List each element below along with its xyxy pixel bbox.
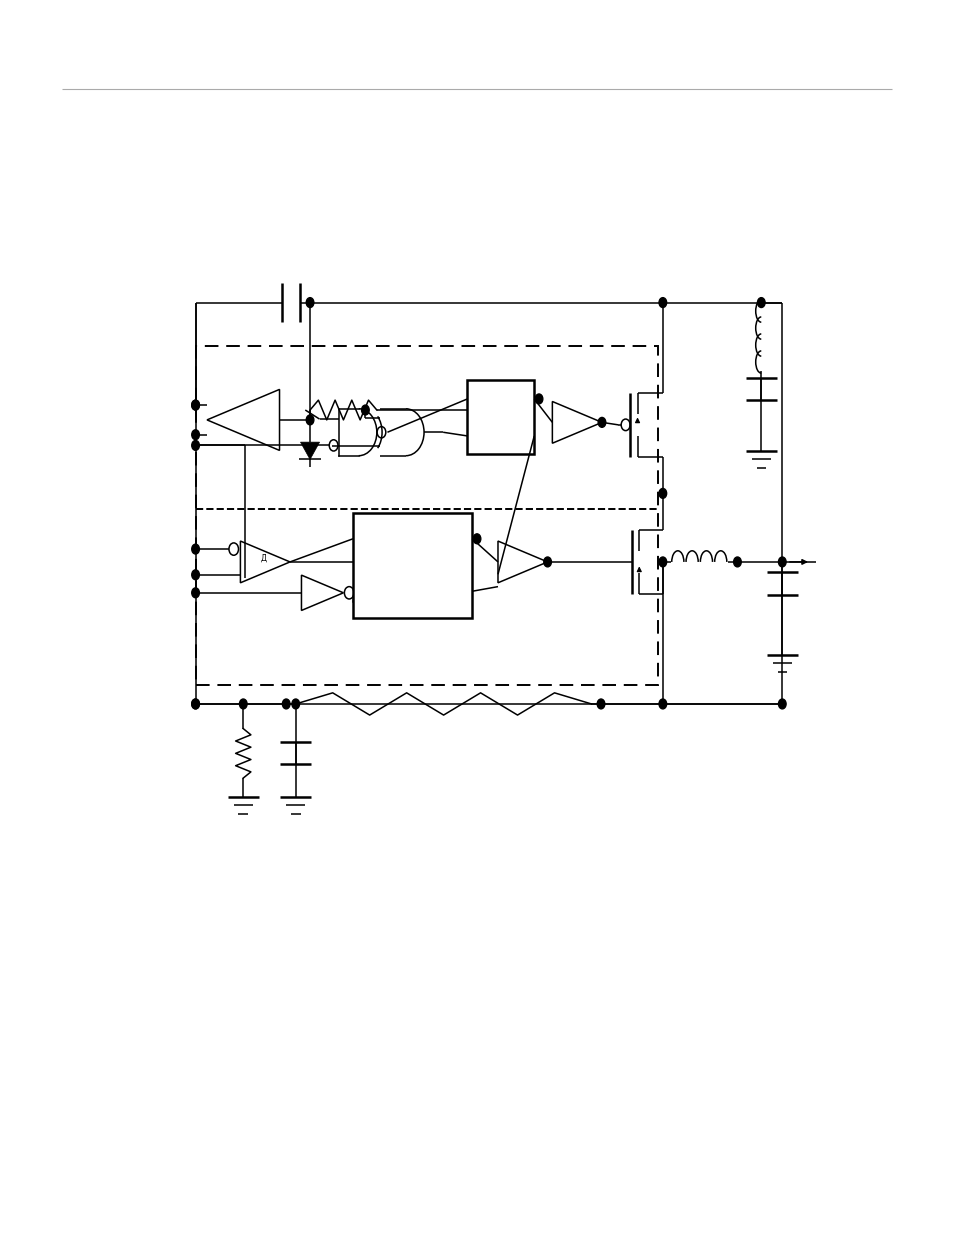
Circle shape bbox=[192, 588, 199, 598]
Bar bbox=[195, 346, 658, 685]
Circle shape bbox=[192, 545, 199, 555]
Circle shape bbox=[239, 699, 247, 709]
Bar bbox=[353, 513, 472, 618]
Circle shape bbox=[306, 298, 314, 308]
Circle shape bbox=[192, 699, 199, 709]
Polygon shape bbox=[207, 389, 279, 451]
Circle shape bbox=[192, 441, 199, 451]
Circle shape bbox=[543, 557, 551, 567]
Circle shape bbox=[778, 557, 785, 567]
Circle shape bbox=[192, 430, 199, 440]
Circle shape bbox=[659, 699, 666, 709]
Bar bbox=[467, 380, 534, 454]
Polygon shape bbox=[552, 401, 601, 443]
Circle shape bbox=[192, 569, 199, 579]
Polygon shape bbox=[240, 541, 290, 583]
Circle shape bbox=[306, 415, 314, 425]
Circle shape bbox=[757, 298, 764, 308]
Circle shape bbox=[733, 557, 740, 567]
Circle shape bbox=[282, 699, 290, 709]
Circle shape bbox=[535, 394, 542, 404]
Circle shape bbox=[473, 534, 480, 543]
Circle shape bbox=[659, 298, 666, 308]
Circle shape bbox=[192, 400, 199, 410]
Circle shape bbox=[659, 488, 666, 499]
Circle shape bbox=[597, 699, 604, 709]
Circle shape bbox=[192, 699, 199, 709]
Circle shape bbox=[292, 699, 299, 709]
Circle shape bbox=[361, 405, 369, 415]
Text: Д: Д bbox=[260, 553, 266, 563]
Polygon shape bbox=[497, 541, 547, 583]
Circle shape bbox=[598, 417, 605, 427]
Circle shape bbox=[192, 400, 199, 410]
Polygon shape bbox=[301, 576, 343, 610]
Polygon shape bbox=[300, 442, 319, 459]
Circle shape bbox=[659, 557, 666, 567]
Circle shape bbox=[778, 699, 785, 709]
